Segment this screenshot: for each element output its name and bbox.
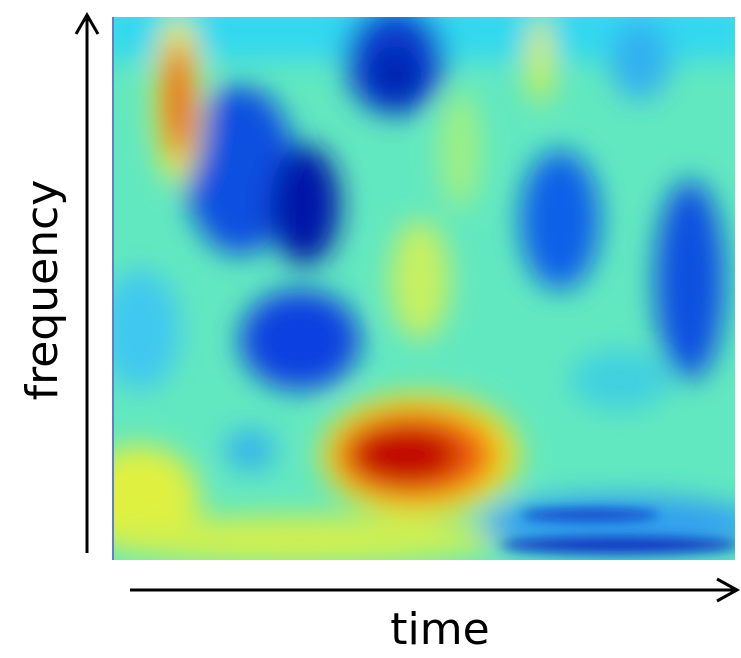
x-axis-label: time [390, 604, 489, 654]
axis-arrows [74, 12, 741, 603]
heatmap [113, 17, 735, 560]
y-axis-label: frequency [17, 180, 68, 401]
